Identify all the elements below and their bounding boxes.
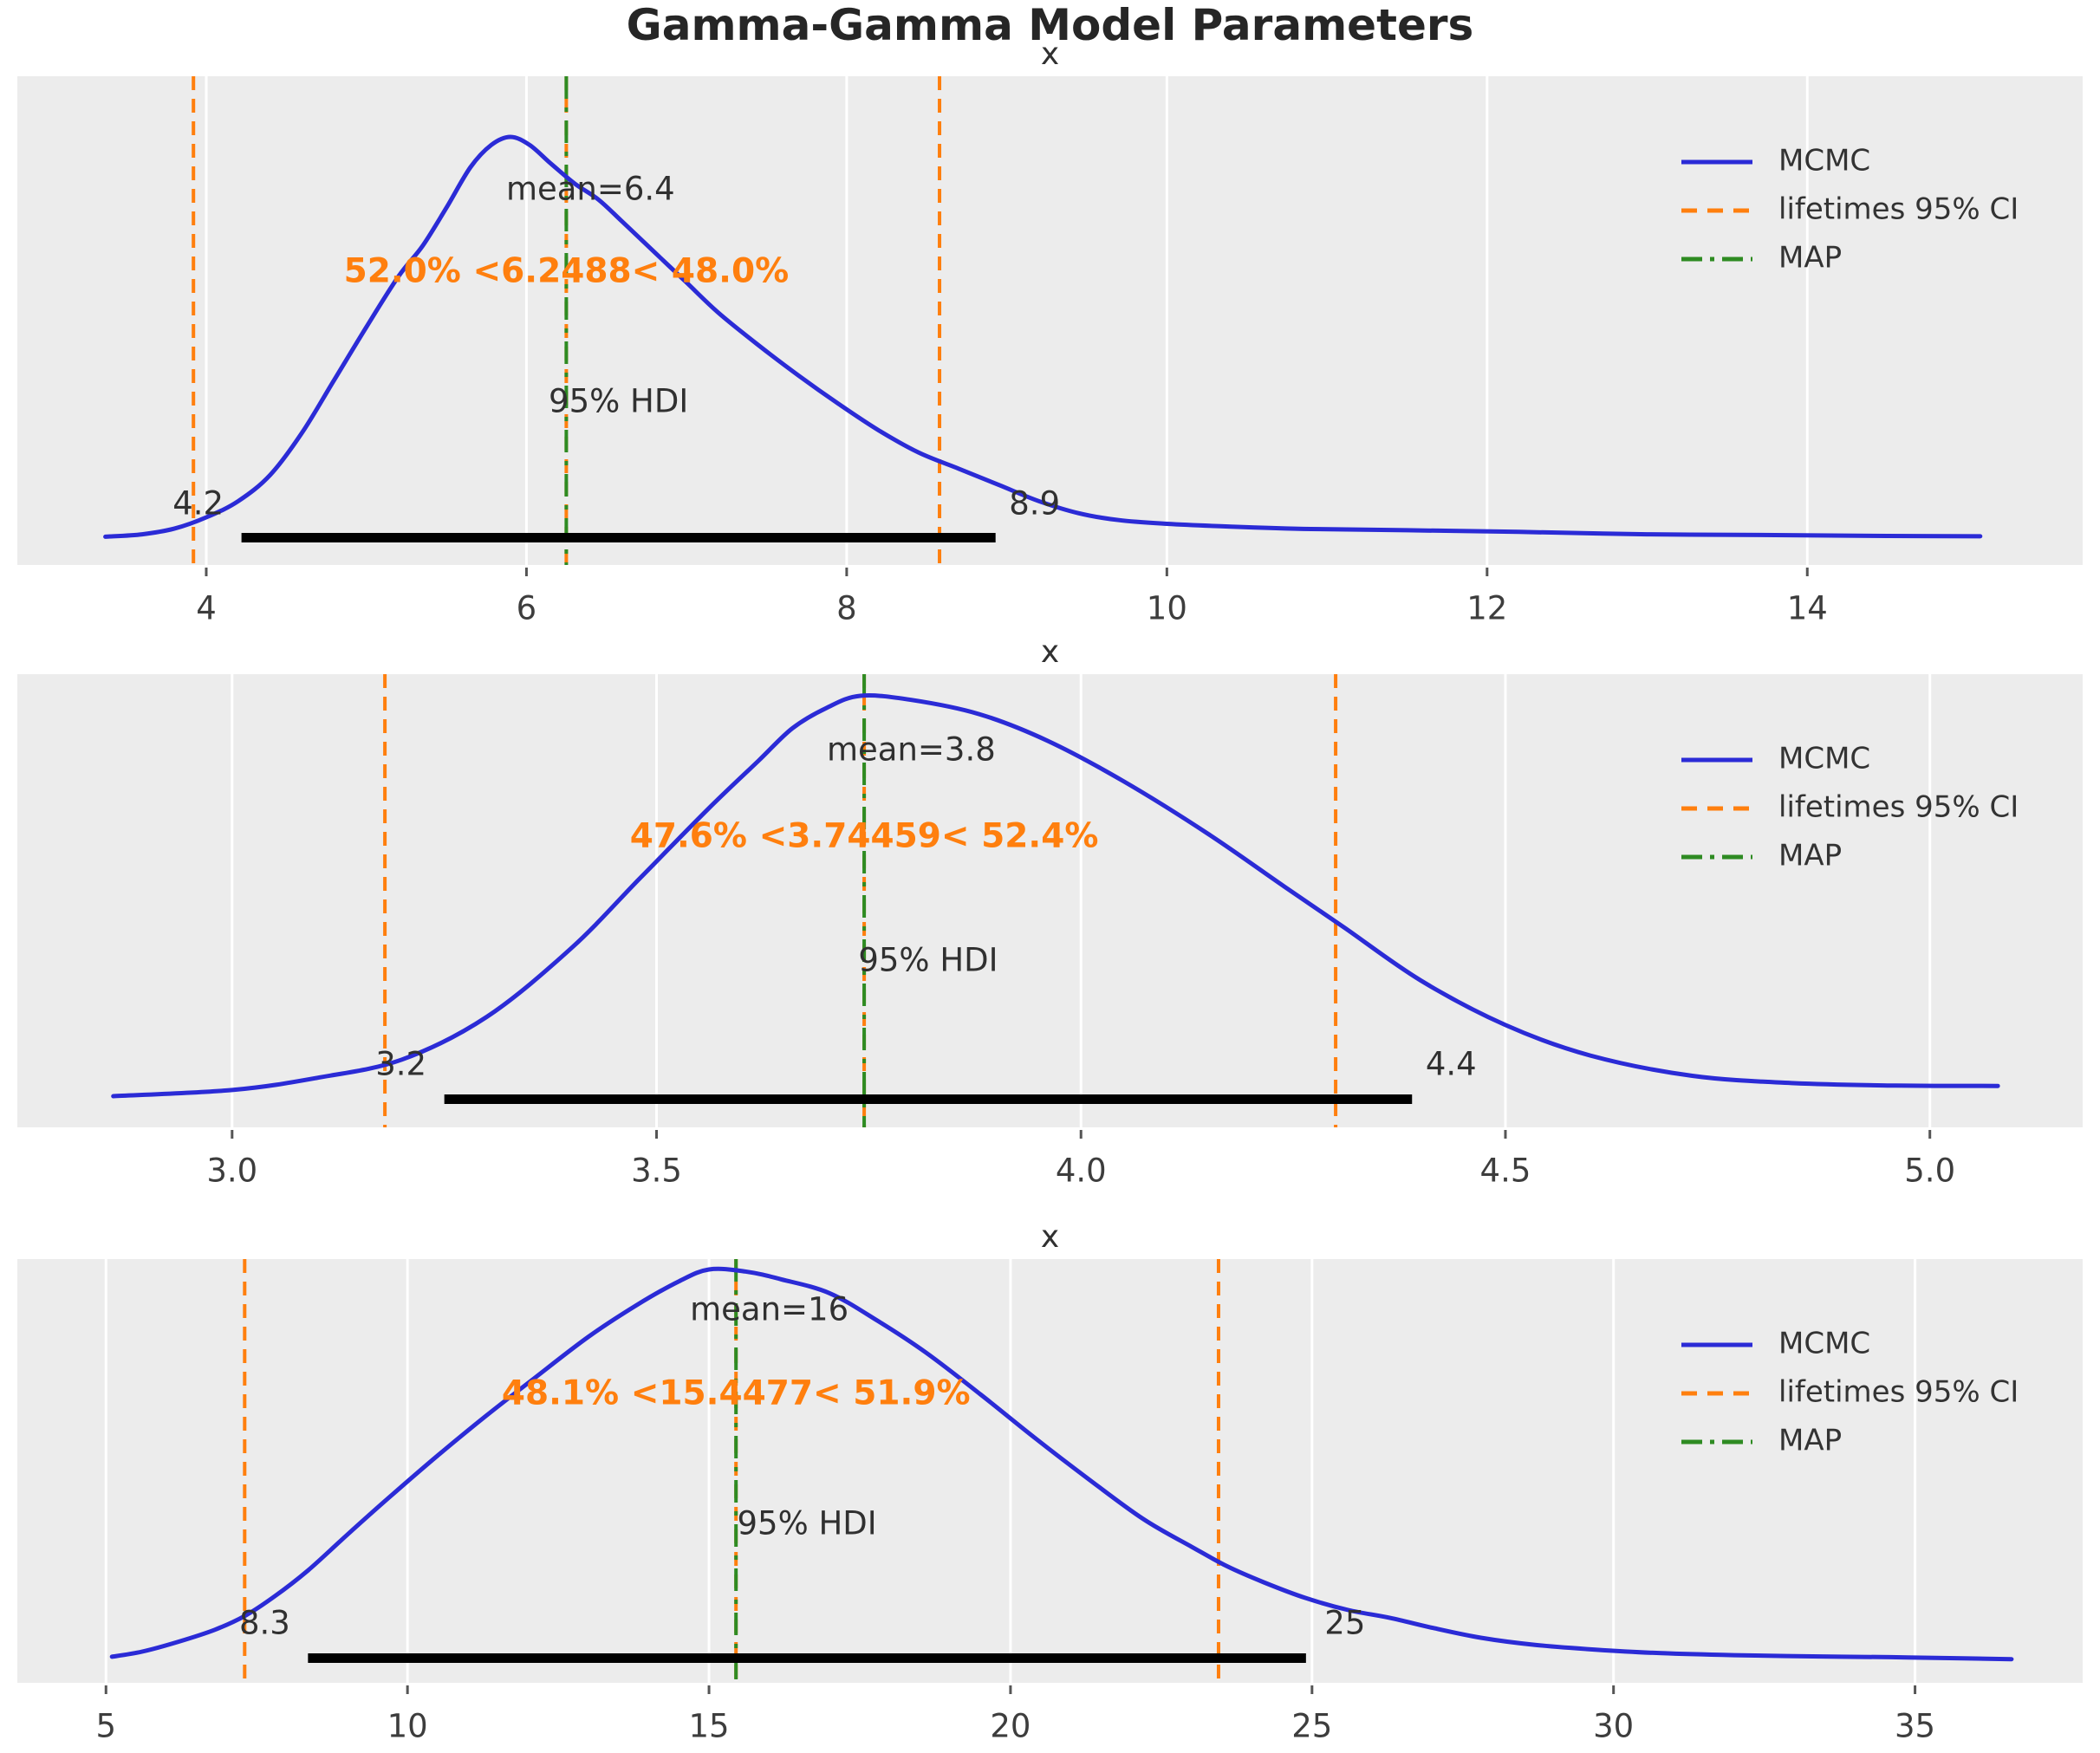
x-tick-label: 25 bbox=[1291, 1708, 1332, 1744]
density-curve bbox=[111, 693, 2000, 1099]
x-tick-label: 15 bbox=[688, 1708, 729, 1744]
x-tick-label: 5 bbox=[96, 1708, 117, 1744]
plot-panel bbox=[17, 674, 2083, 1127]
legend-item: MCMC bbox=[1681, 1327, 1870, 1361]
subplot-2: x 3.0 3.5 4.0 4.5 5.0 mean=3.8 47.6% <3.74459< … bbox=[17, 643, 2083, 1189]
hdi-text: 95% HDI bbox=[858, 942, 998, 979]
x-tick-label: 4.0 bbox=[1056, 1152, 1107, 1189]
mean-label: mean=16 bbox=[690, 1291, 848, 1328]
hdi-bar bbox=[241, 533, 996, 542]
x-tick-label: 8 bbox=[836, 590, 857, 627]
plots-container: x 4 6 8 10 12 14 mean=6.4 52.0% <6.2488< 48.0% 95… bbox=[0, 45, 2100, 1743]
legend-label: MAP bbox=[1778, 839, 1842, 873]
plot-panel bbox=[17, 1259, 2083, 1683]
legend-item: lifetimes 95% CI bbox=[1681, 1375, 2019, 1410]
x-tick-label: 4 bbox=[196, 590, 217, 627]
subplot-1: x 4 6 8 10 12 14 mean=6.4 52.0% <6.2488< 48.0% 95… bbox=[17, 45, 2083, 627]
x-tick-label: 3.0 bbox=[206, 1152, 257, 1189]
x-tick-label: 14 bbox=[1787, 590, 1828, 627]
legend-label: MAP bbox=[1778, 241, 1842, 276]
x-tick-label: 12 bbox=[1466, 590, 1507, 627]
x-tick-label: 10 bbox=[387, 1708, 428, 1744]
mean-label: mean=6.4 bbox=[506, 171, 675, 208]
legend-label: lifetimes 95% CI bbox=[1778, 790, 2019, 825]
hdi-bar bbox=[308, 1653, 1306, 1663]
hdi-low-label: 8.3 bbox=[239, 1605, 290, 1642]
hdi-text: 95% HDI bbox=[549, 383, 688, 420]
density-curve bbox=[109, 1266, 2014, 1662]
x-tick-label: 10 bbox=[1147, 590, 1187, 627]
legend-item: MAP bbox=[1681, 241, 1842, 276]
subplot-title: x bbox=[1041, 643, 1059, 670]
hdi-low-label: 4.2 bbox=[172, 485, 224, 523]
hdi-high-label: 4.4 bbox=[1426, 1046, 1477, 1083]
x-tick-label: 30 bbox=[1593, 1708, 1634, 1744]
ref-interval-label: 47.6% <3.74459< 52.4% bbox=[630, 817, 1099, 856]
legend-label: MCMC bbox=[1778, 742, 1870, 776]
legend-label: MAP bbox=[1778, 1424, 1842, 1458]
legend-label: MCMC bbox=[1778, 144, 1870, 179]
mean-label: mean=3.8 bbox=[827, 731, 996, 769]
hdi-bar bbox=[444, 1094, 1413, 1104]
x-tick-label: 6 bbox=[517, 590, 537, 627]
figure-title: Gamma-Gamma Model Parameters bbox=[626, 0, 1474, 50]
legend-item: MCMC bbox=[1681, 742, 1870, 776]
x-tick-label: 3.5 bbox=[631, 1152, 682, 1189]
legend-item: lifetimes 95% CI bbox=[1681, 192, 2019, 227]
subplot-3: x 5 10 15 20 25 30 35 mean=16 48.1% <15.4477< 51.… bbox=[17, 1228, 2083, 1744]
legend-item: MAP bbox=[1681, 839, 1842, 873]
x-tick-label: 20 bbox=[990, 1708, 1030, 1744]
density-curve bbox=[103, 134, 1983, 539]
ref-interval-label: 52.0% <6.2488< 48.0% bbox=[344, 252, 790, 291]
legend-label: MCMC bbox=[1778, 1327, 1870, 1361]
x-tick-label: 5.0 bbox=[1904, 1152, 1955, 1189]
hdi-text: 95% HDI bbox=[737, 1505, 876, 1542]
x-tick-label: 4.5 bbox=[1480, 1152, 1531, 1189]
plot-panel bbox=[17, 76, 2083, 565]
x-tick-label: 35 bbox=[1895, 1708, 1935, 1744]
legend-label: lifetimes 95% CI bbox=[1778, 192, 2019, 227]
hdi-high-label: 25 bbox=[1324, 1605, 1365, 1642]
legend-item: MAP bbox=[1681, 1424, 1842, 1458]
legend-item: lifetimes 95% CI bbox=[1681, 790, 2019, 825]
legend-item: MCMC bbox=[1681, 144, 1870, 179]
hdi-high-label: 8.9 bbox=[1009, 485, 1060, 523]
ref-interval-label: 48.1% <15.4477< 51.9% bbox=[502, 1374, 971, 1413]
hdi-low-label: 3.2 bbox=[375, 1046, 426, 1083]
subplot-title: x bbox=[1041, 45, 1059, 72]
legend-label: lifetimes 95% CI bbox=[1778, 1375, 2019, 1410]
subplot-title: x bbox=[1041, 1228, 1059, 1255]
